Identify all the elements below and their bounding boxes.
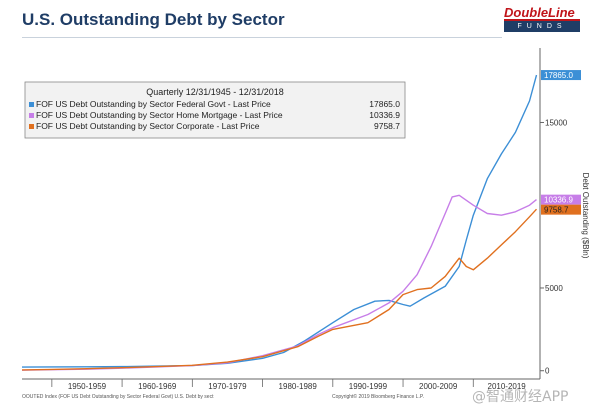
legend-swatch-corporate	[29, 124, 34, 129]
logo-subtitle: FUNDS	[504, 21, 580, 32]
y-tick-label: 0	[545, 367, 550, 376]
x-tick-label: 2010-2019	[488, 382, 527, 391]
page-title: U.S. Outstanding Debt by Sector	[22, 10, 285, 29]
footer-copyright: Copyright© 2019 Bloomberg Finance L.P.	[332, 394, 424, 400]
last-price-tag-label: 9758.7	[544, 206, 569, 215]
title-divider	[22, 37, 502, 38]
legend-entry-value: 17865.0	[369, 99, 400, 109]
x-tick-label: 1990-1999	[349, 382, 388, 391]
footer-source: OOUTED Index (FOF US Debt Outstanding by…	[22, 394, 214, 400]
doubleline-logo: DoubleLine FUNDS	[504, 5, 580, 35]
legend-title: Quarterly 12/31/1945 - 12/31/2018	[146, 87, 284, 97]
y-tick-label: 5000	[545, 284, 563, 293]
legend-entry-value: 9758.7	[374, 121, 400, 131]
x-tick-label: 1980-1989	[279, 382, 318, 391]
series-line-mortgage	[21, 194, 537, 371]
last-price-tag-federal	[541, 70, 581, 81]
y-tick-label: 15000	[545, 118, 568, 127]
legend-swatch-federal	[29, 102, 34, 107]
legend-entry-label: FOF US Debt Outstanding by Sector Home M…	[36, 110, 283, 120]
series-line-corporate	[21, 208, 538, 371]
x-tick-label: 1960-1969	[138, 382, 177, 391]
last-price-tag-corporate	[541, 204, 581, 215]
legend-entry-value: 10336.9	[369, 110, 400, 120]
x-tick-label: 2000-2009	[419, 382, 458, 391]
legend-entry-label: FOF US Debt Outstanding by Sector Federa…	[36, 99, 271, 109]
legend-swatch-mortgage	[29, 113, 34, 118]
watermark: @智通财经APP	[472, 389, 569, 405]
last-price-tag-mortgage	[541, 194, 581, 205]
last-price-tag-label: 17865.0	[544, 71, 573, 80]
x-tick-label: 1950-1959	[68, 382, 107, 391]
logo-divider	[504, 19, 580, 21]
last-price-tag-label: 10336.9	[544, 196, 573, 205]
legend-entry-label: FOF US Debt Outstanding by Sector Corpor…	[36, 121, 260, 131]
x-tick-label: 1970-1979	[208, 382, 247, 391]
logo-wordmark: DoubleLine	[504, 5, 575, 20]
y-axis-title: Debt Outstanding ($Bln)	[581, 173, 590, 259]
legend-box	[24, 81, 406, 139]
